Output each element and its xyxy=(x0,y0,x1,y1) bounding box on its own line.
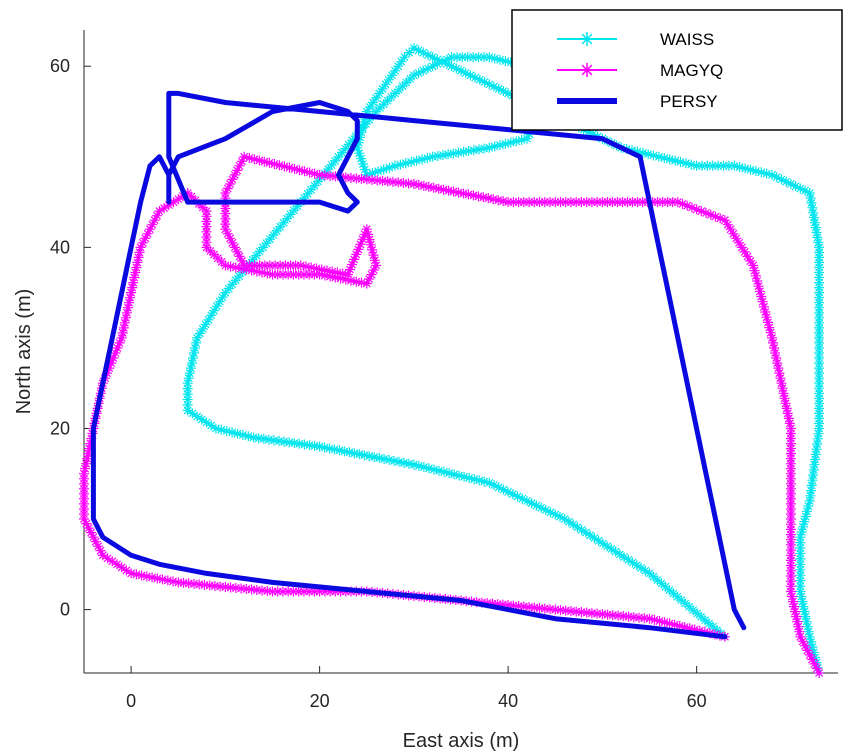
x-tick-label: 40 xyxy=(498,691,518,711)
y-tick-label: 60 xyxy=(50,56,70,76)
legend-label: WAISS xyxy=(660,30,714,49)
legend-swatch-marker xyxy=(580,32,594,46)
x-tick-label: 0 xyxy=(126,691,136,711)
series-layer xyxy=(79,43,825,678)
legend-entries: WAISS MAGYQ PERSY xyxy=(557,30,723,111)
y-tick-label: 0 xyxy=(60,600,70,620)
x-axis-label: East axis (m) xyxy=(403,730,520,752)
axes xyxy=(83,30,838,674)
legend: WAISS MAGYQ PERSY xyxy=(511,9,843,131)
legend-label: PERSY xyxy=(660,92,718,111)
legend-swatch-marker xyxy=(580,63,594,77)
legend-entry: WAISS xyxy=(557,30,714,49)
legend-entry: MAGYQ xyxy=(557,61,723,80)
x-tick-label: 60 xyxy=(687,691,707,711)
series-line-persy xyxy=(90,90,747,640)
legend-entry: PERSY xyxy=(557,92,718,111)
y-tick-label: 20 xyxy=(50,418,70,438)
series-persy xyxy=(90,90,747,640)
y-tick-label: 40 xyxy=(50,237,70,257)
y-axis-label: North axis (m) xyxy=(13,289,35,415)
legend-label: MAGYQ xyxy=(660,61,723,80)
x-ticks: 0 20 40 60 xyxy=(126,666,707,711)
x-tick-label: 20 xyxy=(310,691,330,711)
y-ticks: 0 20 40 60 xyxy=(50,56,91,620)
